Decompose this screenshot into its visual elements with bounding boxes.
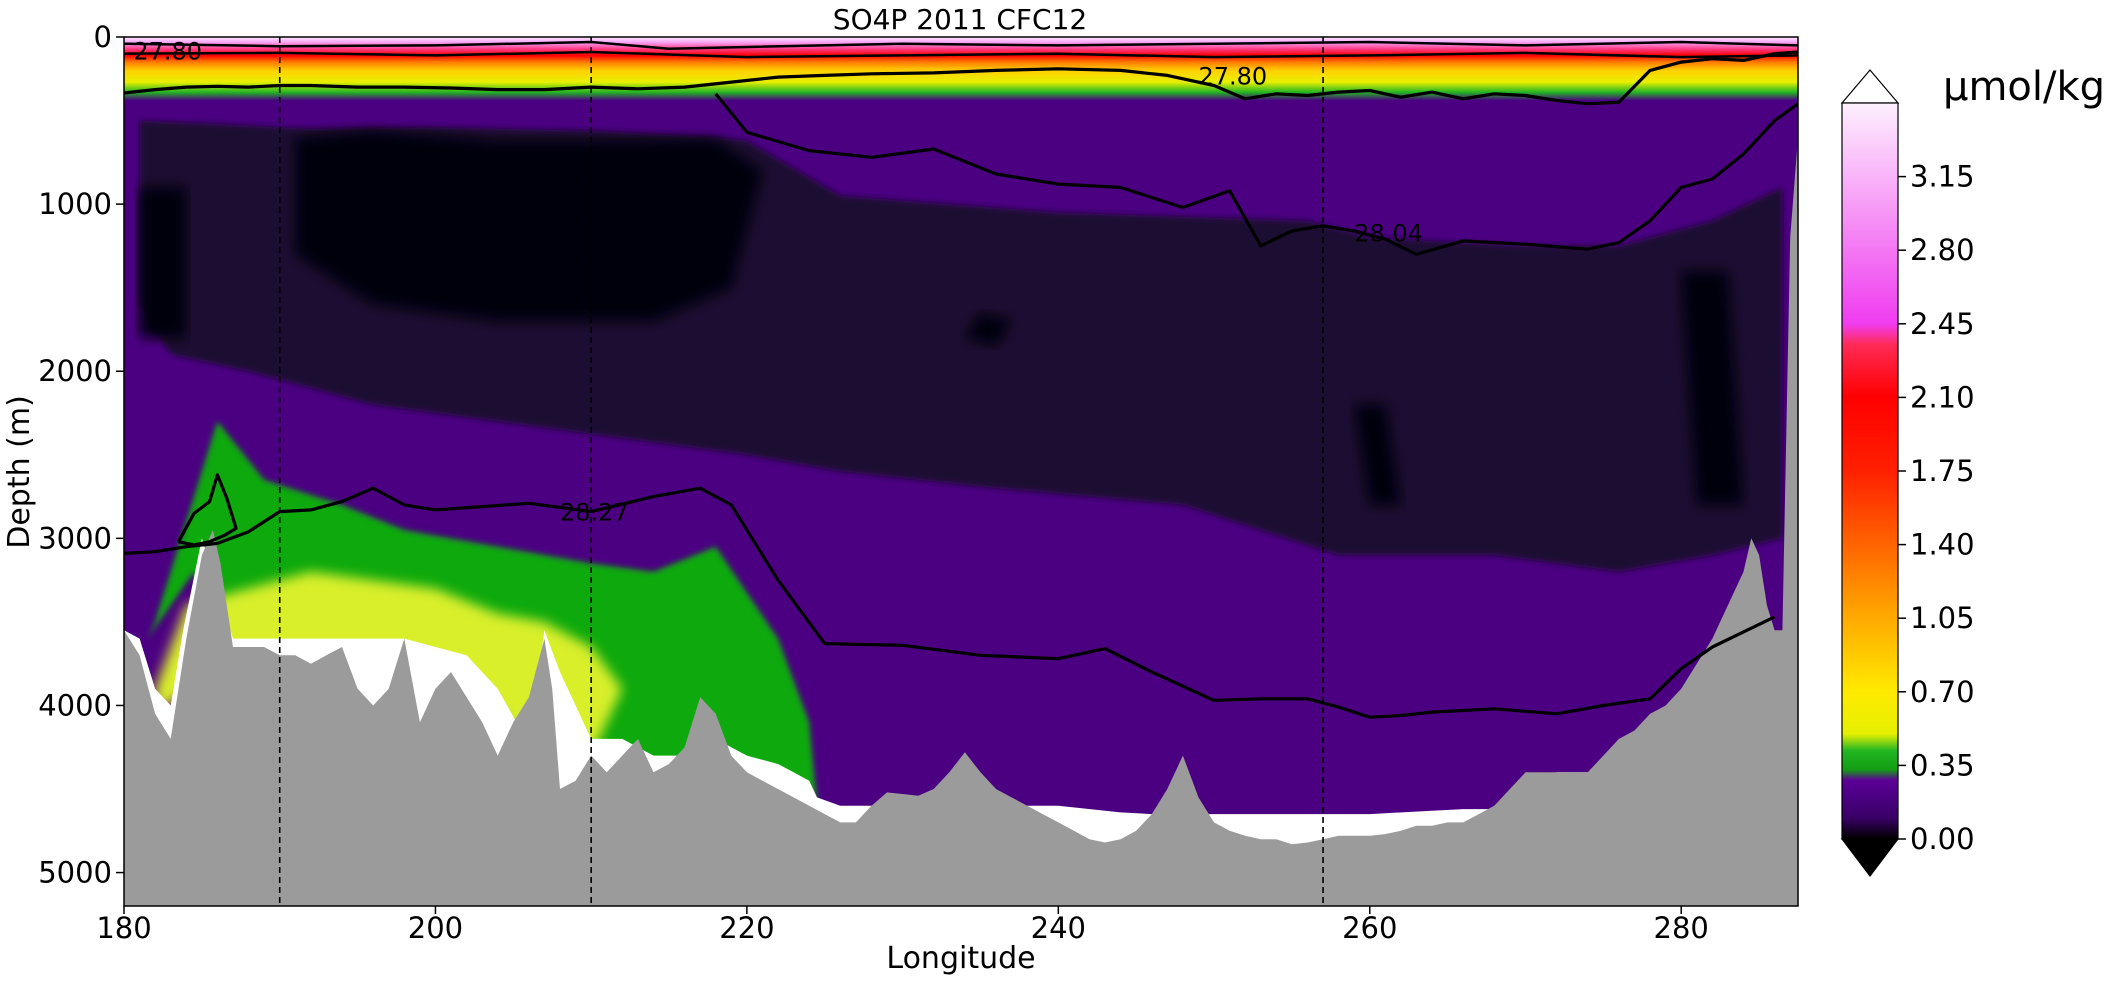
x-tick-label: 200 xyxy=(408,911,463,945)
y-tick-label: 0 xyxy=(94,20,112,54)
field-region-deep_core xyxy=(139,187,187,338)
colorbar-tick-label: 3.15 xyxy=(1910,160,1975,194)
x-tick-label: 260 xyxy=(1342,911,1397,945)
plot-area: 27.80 27.80 28.04 28.27 xyxy=(124,37,1798,906)
colorbar-tick-label: 1.40 xyxy=(1910,528,1975,562)
isopycnal-label: 27.80 xyxy=(133,37,202,65)
field-region-deep_core xyxy=(964,312,1012,347)
station-lines xyxy=(278,37,1324,906)
y-axis: 0 1000 2000 3000 4000 5000 xyxy=(38,20,124,890)
colorbar-tick-label: 0.35 xyxy=(1910,748,1975,782)
x-tick-label: 240 xyxy=(1031,911,1086,945)
isopycnal-label: 28.27 xyxy=(560,499,629,527)
chart-title: SO4P 2011 CFC12 xyxy=(833,3,1087,36)
colorbar-gradient xyxy=(1842,103,1898,839)
colorbar-frame xyxy=(1841,102,1899,840)
colorbar: 0.00 0.35 0.70 1.05 1.40 1.75 2.10 2.45 2.80 3.15… xyxy=(1840,64,2105,877)
isopycnal-label: 28.04 xyxy=(1354,220,1423,248)
isopycnal-line xyxy=(714,92,1798,256)
colorbar-unit: µmol/kg xyxy=(1943,64,2105,110)
isopycnal-line xyxy=(124,50,1798,106)
field-region-deep_core xyxy=(1681,271,1744,505)
y-tick-label: 5000 xyxy=(38,856,112,890)
y-tick-label: 3000 xyxy=(38,521,112,555)
y-tick-label: 1000 xyxy=(38,187,112,221)
surface-contour xyxy=(124,50,1798,59)
colorbar-extend-min xyxy=(1840,838,1900,877)
colorbar-extend-max xyxy=(1840,69,1900,104)
field-region-deep_core xyxy=(1354,404,1401,505)
colorbar-tick-label: 0.70 xyxy=(1910,675,1975,709)
surface-contours xyxy=(124,40,1798,59)
colorbar-tick-label: 0.00 xyxy=(1910,822,1975,856)
x-tick-label: 220 xyxy=(719,911,774,945)
colorbar-ticks: 0.00 0.35 0.70 1.05 1.40 1.75 2.10 2.45 2.80 3.15 xyxy=(1841,102,1975,856)
isopycnal-line xyxy=(177,473,238,547)
x-axis: 180 200 220 240 260 280 xyxy=(96,906,1709,945)
y-axis-label: Depth (m) xyxy=(2,395,37,549)
x-tick-label: 280 xyxy=(1654,911,1709,945)
colorbar-tick-label: 1.05 xyxy=(1910,601,1975,635)
y-tick-label: 4000 xyxy=(38,688,112,722)
surface-contour xyxy=(124,40,1798,50)
isopycnal-line xyxy=(124,486,1776,719)
isopycnal-contours: 27.80 27.80 28.04 28.27 xyxy=(124,37,1798,719)
y-tick-label: 2000 xyxy=(38,354,112,388)
isopycnal-label: 27.80 xyxy=(1198,62,1267,90)
field-region-deep_core xyxy=(295,130,763,322)
x-axis-label: Longitude xyxy=(886,941,1035,976)
bathymetry xyxy=(124,137,1798,906)
colorbar-tick-label: 2.45 xyxy=(1910,307,1975,341)
colorbar-tick-label: 2.10 xyxy=(1910,380,1975,414)
x-tick-label: 180 xyxy=(96,911,151,945)
colorbar-tick-label: 1.75 xyxy=(1910,454,1975,488)
plot-frame xyxy=(123,36,1799,907)
colorbar-tick-label: 2.80 xyxy=(1910,233,1975,267)
